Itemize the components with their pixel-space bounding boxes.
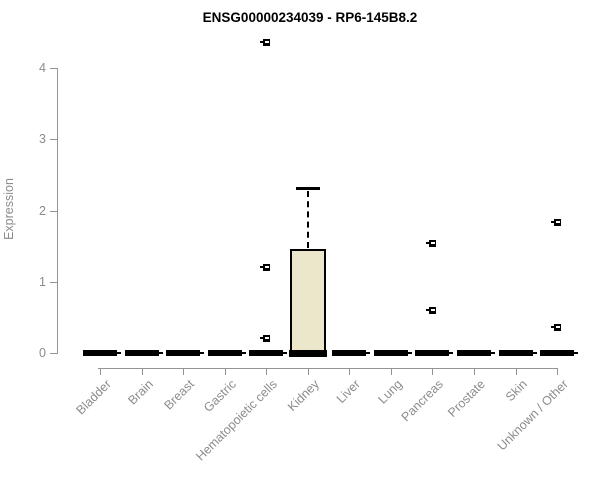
whisker-end-dash	[117, 352, 121, 354]
outlier-point	[551, 324, 561, 331]
x-axis-tick	[557, 368, 558, 375]
whisker-end-dash	[533, 352, 537, 354]
whisker-end-dash	[449, 352, 453, 354]
median-bar	[166, 350, 200, 356]
chart-title: ENSG00000234039 - RP6-145B8.2	[202, 10, 418, 25]
x-axis-tick	[474, 368, 475, 375]
median-bar	[415, 350, 449, 356]
whisker-end-dash	[366, 352, 370, 354]
outlier-slot	[265, 266, 269, 268]
outlier-tick	[426, 242, 429, 244]
median-bar	[83, 350, 117, 356]
x-tick-label: Unknown / Other	[494, 377, 571, 454]
x-axis-tick	[142, 368, 143, 375]
outlier-tick	[260, 337, 263, 339]
outlier-point	[551, 219, 561, 226]
y-tick-label: 2	[39, 204, 46, 218]
outlier-tick	[551, 326, 554, 328]
whisker-end-dash	[408, 352, 412, 354]
x-axis-tick	[516, 368, 517, 375]
outlier-slot	[556, 326, 560, 328]
x-axis-tick	[100, 368, 101, 375]
outlier-point	[426, 307, 436, 314]
outlier-point	[260, 264, 270, 271]
y-tick-label: 4	[39, 61, 46, 75]
x-axis-tick	[308, 368, 309, 375]
x-axis-tick	[266, 368, 267, 375]
median-bar	[208, 350, 242, 356]
outlier-point	[260, 39, 270, 46]
x-axis-tick	[183, 368, 184, 375]
x-axis-tick	[349, 368, 350, 375]
outlier-slot	[265, 337, 269, 339]
outlier-point	[260, 335, 270, 342]
box	[290, 249, 326, 354]
median-bar	[457, 350, 491, 356]
y-axis-tick	[50, 68, 57, 69]
whisker-cap	[296, 187, 320, 190]
median-bar	[289, 350, 327, 357]
y-axis-tick	[50, 139, 57, 140]
outlier-tick	[260, 266, 263, 268]
median-bar	[125, 350, 159, 356]
x-axis-line	[98, 368, 558, 369]
x-axis-tick	[432, 368, 433, 375]
whisker-end-dash	[242, 352, 246, 354]
median-bar	[332, 350, 366, 356]
whisker-end-dash	[159, 352, 163, 354]
y-tick-label: 1	[39, 275, 46, 289]
outlier-slot	[556, 221, 560, 223]
whisker-end-dash	[283, 352, 287, 354]
y-axis-tick	[50, 282, 57, 283]
outlier-slot	[431, 309, 435, 311]
outlier-slot	[265, 41, 269, 43]
y-axis-line	[57, 68, 58, 354]
whisker-end-dash	[574, 352, 578, 354]
y-axis-tick	[50, 211, 57, 212]
outlier-tick	[551, 221, 554, 223]
y-axis-label: Expression	[2, 178, 16, 240]
median-bar	[499, 350, 533, 356]
x-axis-tick	[391, 368, 392, 375]
y-tick-label: 0	[39, 346, 46, 360]
outlier-tick	[426, 309, 429, 311]
y-axis-tick	[50, 353, 57, 354]
outlier-slot	[431, 242, 435, 244]
outlier-tick	[260, 41, 263, 43]
median-bar	[374, 350, 408, 356]
y-tick-label: 3	[39, 132, 46, 146]
whisker-end-dash	[200, 352, 204, 354]
x-axis-tick	[225, 368, 226, 375]
whisker-end-dash	[491, 352, 495, 354]
median-bar	[249, 350, 283, 356]
outlier-point	[426, 240, 436, 247]
whisker-line	[307, 191, 309, 248]
median-bar	[540, 350, 574, 356]
